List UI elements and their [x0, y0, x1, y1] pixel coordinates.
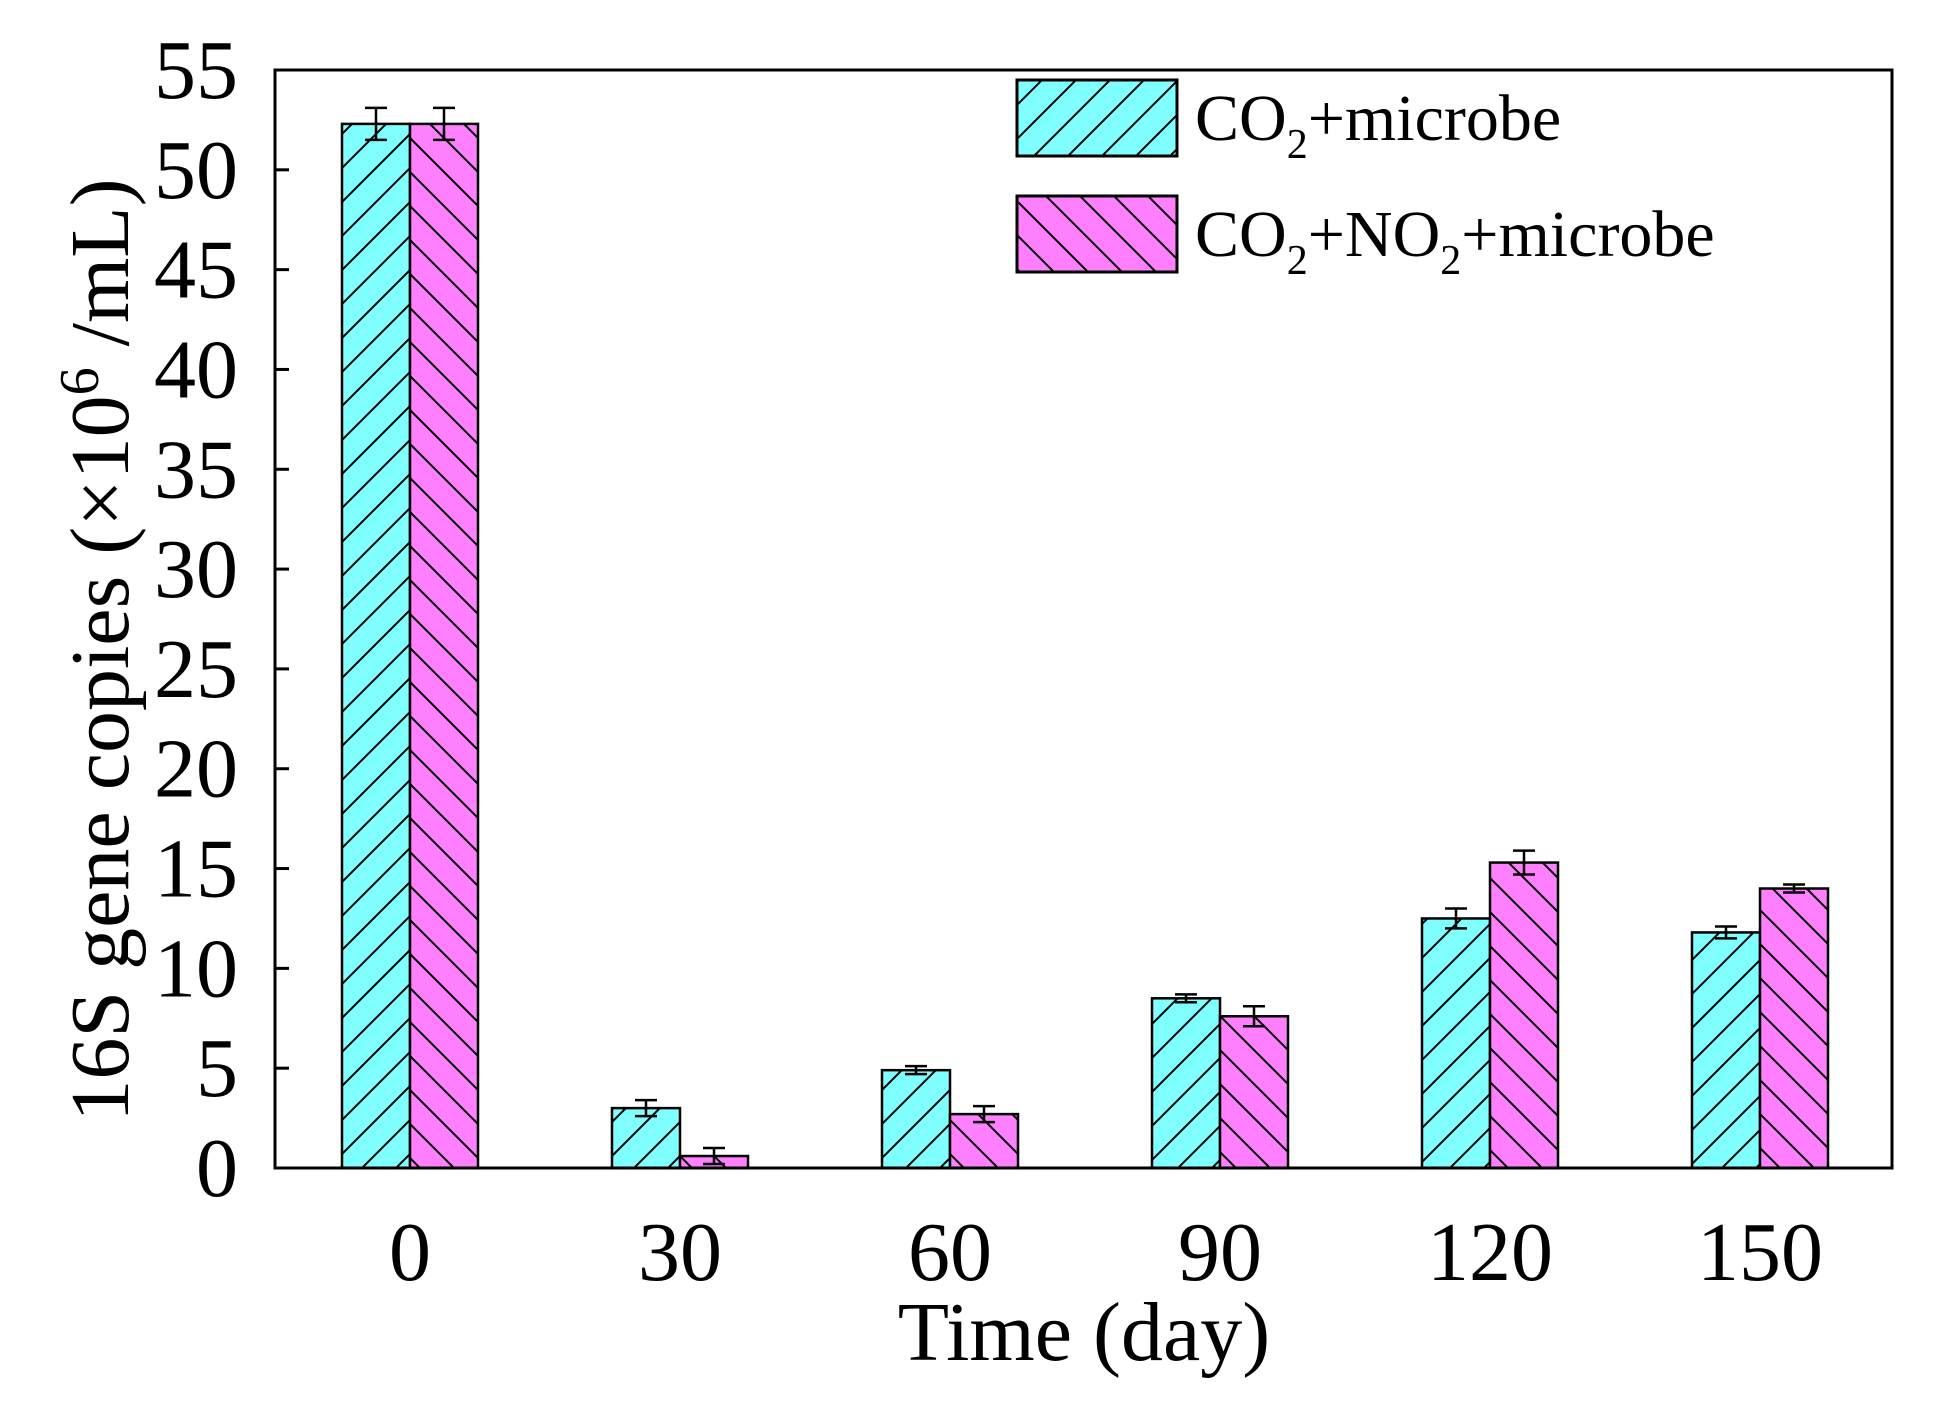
legend: CO2+microbe CO2+NO2+microbe — [1015, 78, 1715, 284]
y-tick-label-20: 20 — [154, 723, 238, 816]
x-axis-title: Time (day) — [898, 1286, 1271, 1379]
bar-series2-0 — [408, 122, 480, 1170]
x-tick-label-90: 90 — [1178, 1206, 1262, 1299]
y-tick-label-0: 0 — [196, 1122, 238, 1215]
bar-series2-90 — [1218, 1015, 1290, 1170]
y-axis-title-suffix: /mL) — [54, 178, 147, 367]
y-tick-label-45: 45 — [154, 224, 238, 317]
bar-series1-0 — [340, 122, 412, 1170]
bar-series1-120 — [1420, 917, 1492, 1170]
bars-group — [340, 106, 1830, 1170]
y-tick-label-15: 15 — [154, 823, 238, 916]
bar-series2-120 — [1488, 861, 1560, 1170]
legend-label-co2-microbe: CO2+microbe — [1195, 82, 1561, 168]
y-tick-label-5: 5 — [196, 1022, 238, 1115]
y-tick-label-55: 55 — [154, 24, 238, 117]
y-tick-label-50: 50 — [154, 124, 238, 217]
x-tick-label-150: 150 — [1697, 1206, 1823, 1299]
x-tick-label-0: 0 — [389, 1206, 431, 1299]
bar-series1-90 — [1150, 997, 1222, 1170]
legend-swatch-co2-no2-microbe — [1015, 194, 1179, 274]
legend-label-co2-no2-microbe: CO2+NO2+microbe — [1195, 198, 1715, 284]
y-tick-label-25: 25 — [154, 623, 238, 716]
bar-series1-150 — [1690, 931, 1762, 1170]
y-axis-title-superscript: 6 — [49, 367, 111, 395]
y-tick-label-40: 40 — [154, 323, 238, 416]
y-axis-title-prefix: 16S gene copies (×10 — [54, 395, 147, 1121]
y-axis-title: 16S gene copies (×106 /mL) — [49, 178, 147, 1121]
legend-swatch-co2-microbe — [1015, 78, 1179, 158]
x-tick-label-120: 120 — [1427, 1206, 1553, 1299]
y-tick-label-30: 30 — [154, 523, 238, 616]
bar-series2-150 — [1758, 887, 1830, 1170]
x-tick-label-30: 30 — [638, 1206, 722, 1299]
plot-frame — [273, 68, 1894, 1170]
y-tick-label-35: 35 — [154, 423, 238, 516]
bar-series1-60 — [880, 1068, 952, 1170]
x-tick-label-60: 60 — [908, 1206, 992, 1299]
y-tick-label-10: 10 — [154, 922, 238, 1015]
